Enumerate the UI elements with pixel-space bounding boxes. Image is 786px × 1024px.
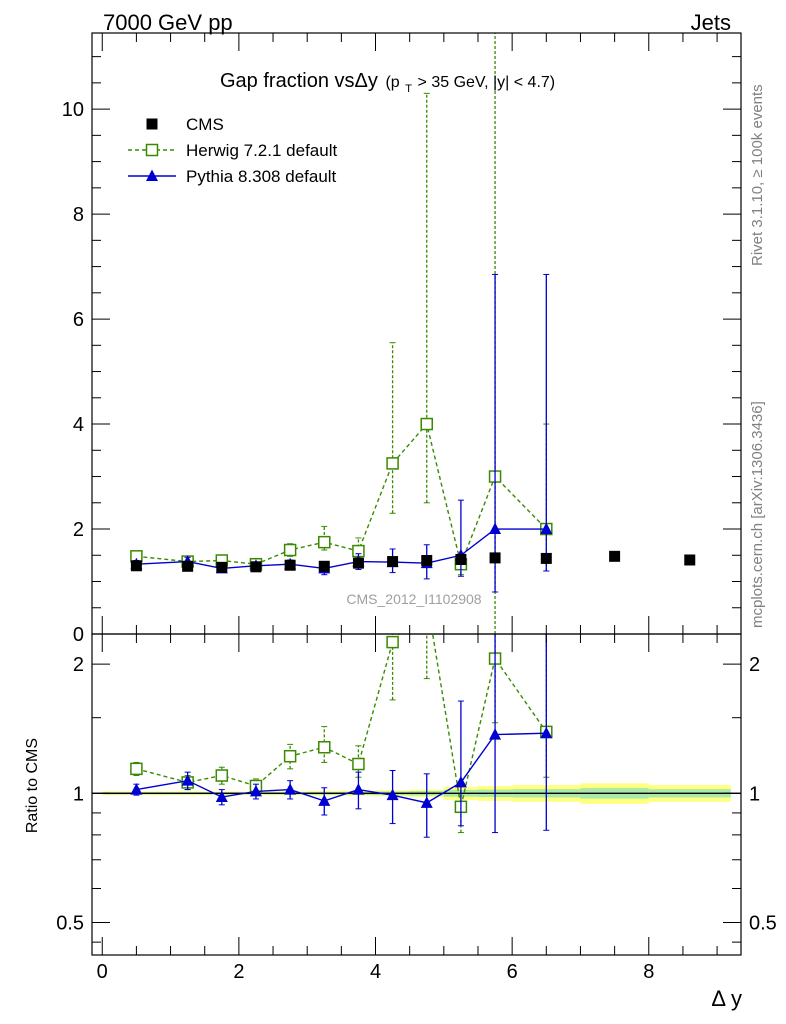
ratio-pythia-point: [284, 783, 297, 795]
watermark-label: CMS_2012_I1102908: [346, 591, 481, 607]
legend-herwig-marker: [145, 143, 159, 157]
rivet-version-label: Rivet 3.1.10, ≥ 100k events: [749, 84, 766, 266]
main-pythia-point: [489, 522, 502, 535]
x-axis-label: Δ y: [711, 986, 742, 1011]
main-cms-point: [318, 560, 330, 572]
ratio-ytick-label: 2: [73, 654, 84, 676]
legend-herwig-label: Herwig 7.2.1 default: [186, 141, 337, 160]
ratio-herwig-point: [283, 749, 297, 763]
legend-cms-marker: [146, 118, 158, 130]
ratio-pythia-point: [249, 784, 262, 797]
main-pythia-point: [540, 522, 553, 535]
main-ytick-label: 10: [62, 99, 84, 121]
main-cms-point: [387, 556, 399, 568]
ratio-xtick-label: 2: [233, 961, 244, 983]
ratio-pythia-point: [454, 775, 467, 788]
main-cms-point: [421, 555, 433, 567]
main-cms-point: [216, 561, 228, 573]
main-ytick-label: 2: [73, 519, 84, 541]
ratio-herwig-line: [136, 634, 547, 807]
main-cms-point: [455, 553, 467, 565]
main-cms-point: [352, 557, 364, 569]
main-ytick-label: 8: [73, 204, 84, 226]
ratio-xtick-label: 6: [507, 961, 518, 983]
main-cms-point: [130, 560, 142, 572]
ratio-xtick-label: 8: [643, 961, 654, 983]
main-title-text: Gap fraction vsΔy: [220, 70, 378, 92]
ratio-pythia-point: [489, 728, 502, 740]
ratio-pythia-line: [136, 732, 547, 804]
ratio-ylabel: Ratio to CMS: [24, 738, 41, 833]
main-title-sub: T: [405, 83, 412, 95]
main-ytick-label: 4: [73, 414, 84, 436]
main-title-rest: > 35 GeV, |y| < 4.7): [418, 74, 556, 91]
main-ytick-label: 0: [73, 624, 84, 646]
main-herwig-point: [420, 417, 433, 431]
main-title: Gap fraction vsΔy (p T > 35 GeV, |y| < 4…: [220, 70, 555, 97]
legend-pythia-label: Pythia 8.308 default: [186, 167, 337, 186]
ratio-xtick-label: 4: [370, 961, 381, 983]
ratio-frame: [91, 633, 742, 956]
ratio-xtick-label: 0: [97, 961, 108, 983]
main-title-p: (p: [385, 74, 399, 91]
main-cms-point: [489, 552, 501, 564]
ratio-pythia-point: [386, 788, 399, 801]
header-left-label: 7000 GeV pp: [103, 10, 233, 35]
legend: CMS Herwig 7.2.1 default Pythia 8.308 defa…: [128, 115, 337, 186]
ratio-pythia-point: [215, 790, 228, 803]
ratio-ytick-label-right: 1: [749, 783, 760, 805]
legend-cms-label: CMS: [186, 115, 224, 134]
main-herwig-point: [386, 457, 399, 470]
main-herwig-point: [283, 543, 297, 557]
main-cms-point: [609, 550, 621, 562]
ratio-herwig-point: [352, 757, 365, 771]
ratio-herwig-point: [386, 635, 399, 649]
source-label: mcplots.cern.ch [arXiv:1306.3436]: [749, 401, 766, 628]
ratio-pythia-point: [181, 774, 194, 786]
main-panel: 0 2 4 6 8 10 Gap fraction vsΔy (p T > 35 GeV,…: [62, 32, 742, 646]
ratio-ytick-label-right: 0.5: [749, 912, 777, 934]
ratio-pythia-point: [318, 794, 331, 806]
main-pythia-line: [136, 528, 547, 570]
main-cms-point: [540, 552, 552, 564]
ratio-ytick-label: 0.5: [56, 912, 84, 934]
ratio-pythia-point: [420, 796, 433, 808]
main-herwig-line: [136, 422, 547, 567]
main-herwig-point: [318, 535, 331, 549]
ratio-ytick-label-right: 2: [749, 654, 760, 676]
header-right-label: Jets: [691, 10, 731, 35]
ratio-pythia-point: [540, 726, 553, 739]
ratio-herwig-point: [215, 769, 229, 782]
main-cms-point: [250, 561, 262, 573]
ratio-pythia-point: [130, 783, 143, 795]
main-cms-point: [684, 554, 696, 566]
main-ytick-label: 6: [73, 309, 84, 331]
ratio-herwig-point: [318, 741, 331, 754]
ratio-herwig-point: [130, 762, 143, 776]
main-cms-point: [284, 559, 296, 571]
main-cms-point: [182, 560, 194, 572]
legend-pythia-marker: [146, 169, 158, 181]
ratio-pythia-point: [352, 783, 365, 795]
ratio-panel: 0 2 4 6 8 0.5 0.5 1 1 2 2 Ratio to CMS Δ y: [24, 633, 777, 1011]
ratio-ytick-label: 1: [73, 783, 84, 805]
